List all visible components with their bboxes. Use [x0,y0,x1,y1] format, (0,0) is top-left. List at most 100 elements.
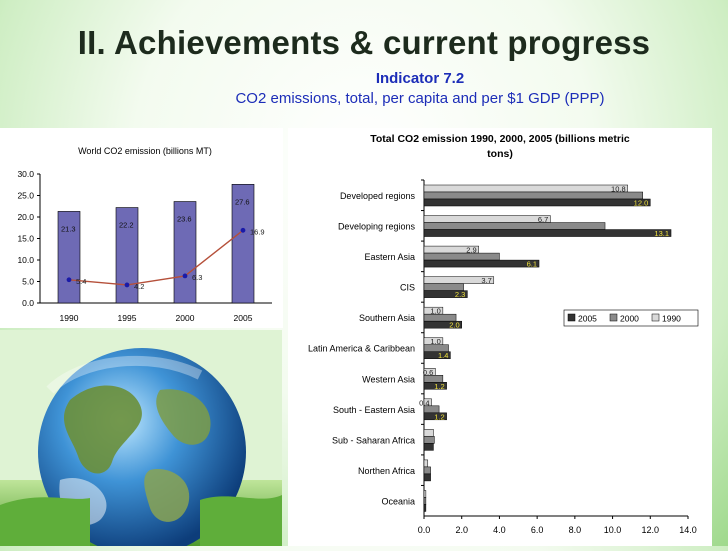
bar-value-label: 2.0 [449,321,459,330]
legend-box [563,309,699,327]
x-tick-label: 2.0 [455,525,468,535]
x-tick-label: 10.0 [604,525,622,535]
bar-value-label: 3.7 [481,276,491,285]
world-co2-chart: World CO2 emission (billions MT) 30.0 25.0… [17,146,272,323]
line-point-1995 [124,282,130,288]
category-label: Eastern Asia [364,252,415,262]
category-label: Oceania [381,496,415,506]
line-point-2000 [182,273,188,279]
x-tick-label: 8.0 [569,525,582,535]
category-label: Latin America & Caribbean [308,344,415,354]
bar-2000 [173,201,197,304]
bar-1990-9 [423,459,429,468]
line-value-label: 6.3 [192,273,202,282]
line-point-1990 [66,277,72,283]
category-label: South - Eastern Asia [333,405,415,415]
category-label: Western Asia [362,374,415,384]
line-value-label: 16.9 [250,227,265,236]
regional-co2-chart-panel: Total CO2 emission 1990, 2000, 2005 (bil… [288,128,712,546]
line-value-label: 5.4 [76,277,86,286]
bar-2000-1 [423,222,606,230]
bar-2000-9 [423,466,431,475]
bar-2005-8 [423,443,434,451]
bar-2005-0 [423,198,651,207]
y-tick-label: 0.0 [22,298,34,308]
bar-2005-3 [423,290,468,298]
y-tick-label: 15.0 [17,234,34,244]
bar-value-label: 21.3 [61,224,76,233]
bar-value-label: 1.0 [430,337,440,346]
bar-value-label: 2.3 [455,290,465,299]
slide-title: II. Achievements & current progress [77,24,651,61]
y-tick-label: 25.0 [17,191,34,201]
bar-value-label: 0.6 [423,368,433,377]
legend-swatch-2005 [567,313,576,322]
bar-value-label: 12.0 [634,199,649,208]
regional-co2-chart: Total CO2 emission 1990, 2000, 2005 (bil… [308,133,699,535]
earth-globe-image [0,330,282,546]
x-tick-label: 4.0 [493,525,506,535]
chart-title-line1: Total CO2 emission 1990, 2000, 2005 (bil… [370,133,630,145]
x-tick-label: 2000 [176,313,195,323]
legend-swatch-1990 [651,313,660,322]
bar-2005-4 [423,320,462,329]
x-tick-label: 0.0 [418,525,431,535]
category-label: CIS [400,283,415,293]
legend-label-1990: 1990 [662,314,681,324]
chart-title: World CO2 emission (billions MT) [78,146,212,156]
bar-2005 [231,184,255,304]
indicator-description: CO2 emissions, total, per capita and per… [235,90,605,107]
x-tick-label: 6.0 [531,525,544,535]
x-tick-label: 1990 [60,313,79,323]
bar-value-label: 1.2 [434,412,444,421]
bar-value-label: 23.6 [177,215,192,224]
legend-label-2000: 2000 [620,314,639,324]
bar-2005-1 [423,229,672,237]
category-label: Southern Asia [359,313,415,323]
bar-1990-8 [423,429,434,437]
indicator-label: Indicator 7.2 [375,70,465,87]
bar-2005-2 [423,259,540,268]
bar-1990-10 [423,490,427,498]
x-tick-label: 1995 [118,313,137,323]
line-value-label: 4.2 [134,282,144,291]
line-series [68,229,244,286]
chart-title-line2: tons) [487,148,513,160]
world-co2-chart-panel: World CO2 emission (billions MT) 30.0 25.0… [0,128,283,328]
category-label: Sub - Saharan Africa [332,435,415,445]
y-tick-label: 20.0 [17,212,34,222]
y-tick-label: 5.0 [22,277,34,287]
bar-1990-0 [423,184,628,193]
bar-value-label: 1.2 [434,382,444,391]
category-label: Developing regions [338,222,416,232]
category-label: Developed regions [340,191,416,201]
bar-value-label: 27.6 [235,197,250,206]
bar-value-label: 6.7 [538,215,548,224]
x-tick-label: 12.0 [642,525,660,535]
bar-2000-8 [423,436,435,444]
bar-value-label: 2.9 [466,246,476,255]
legend-label-2005: 2005 [578,314,597,324]
bar-2005-7 [423,412,447,421]
bar-2005-9 [423,473,431,482]
bar-1995 [115,207,139,304]
bar-2005-6 [423,382,447,390]
bar-value-label: 13.1 [654,229,669,238]
bar-2000-2 [423,252,500,261]
bar-2005-5 [423,351,451,359]
bar-2005-10 [423,504,427,512]
bar-value-label: 0.4 [419,398,429,407]
bar-value-label: 22.2 [119,221,134,230]
category-label: Northen Africa [358,466,415,476]
bar-1990-1 [423,215,551,223]
bar-2000-0 [423,191,643,200]
bar-value-label: 1.4 [438,351,448,360]
bar-value-label: 6.1 [527,260,537,269]
line-point-2005 [240,227,246,233]
y-tick-label: 30.0 [17,169,34,179]
legend-swatch-2000 [609,313,618,322]
x-tick-label: 2005 [234,313,253,323]
x-tick-label: 14.0 [679,525,697,535]
bar-value-label: 10.8 [611,185,626,194]
bar-2000-10 [423,497,427,505]
